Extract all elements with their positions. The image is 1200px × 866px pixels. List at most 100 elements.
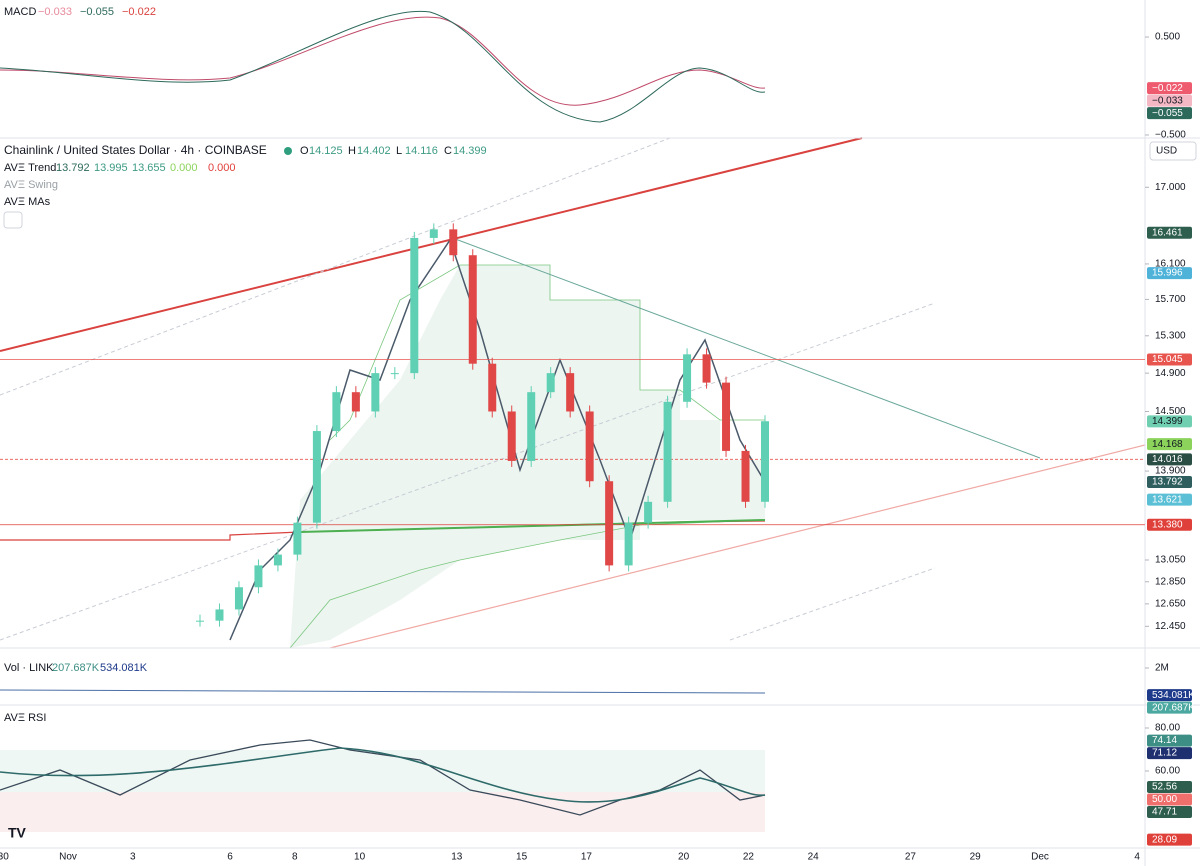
indicator-name[interactable]: AVΞ MAs <box>4 196 51 208</box>
y-tick-label: 12.650 <box>1155 599 1186 610</box>
ohlc-value: 14.116 <box>405 145 438 157</box>
y-tick-label: 13.900 <box>1155 466 1186 477</box>
price-badge <box>1147 267 1192 280</box>
y-tick-label: 14.500 <box>1155 406 1186 417</box>
badge-label: 28.09 <box>1152 834 1177 845</box>
y-tick-label: 2M <box>1155 663 1169 674</box>
badge-label: 71.12 <box>1152 748 1177 759</box>
candle <box>546 373 555 393</box>
price-badge <box>1147 833 1192 846</box>
candle <box>312 431 321 523</box>
price-badge <box>1147 476 1192 489</box>
candle <box>351 392 360 412</box>
ohlc-value: 14.399 <box>453 145 487 157</box>
badge-label: 14.016 <box>1152 454 1183 465</box>
price-badge <box>1147 415 1192 428</box>
badge-label: 13.621 <box>1152 494 1183 505</box>
badge-label: 50.00 <box>1152 794 1177 805</box>
badge-label: 14.168 <box>1152 439 1183 450</box>
ohlc-value: 14.125 <box>309 145 343 157</box>
candle <box>761 421 769 502</box>
price-badge <box>1147 107 1192 120</box>
x-tick-label: 30 <box>0 852 9 863</box>
indicator-value: 13.995 <box>94 162 128 174</box>
x-tick-label: 10 <box>354 852 366 863</box>
x-tick-label: 24 <box>808 852 820 863</box>
macd-label: MACD <box>4 6 36 18</box>
x-tick-label: 22 <box>743 852 755 863</box>
candle <box>332 392 341 432</box>
badge-label: 52.56 <box>1152 782 1177 793</box>
x-tick-label: 6 <box>227 852 233 863</box>
indicator-value: 13.655 <box>132 162 166 174</box>
badge-label: 15.996 <box>1152 268 1183 279</box>
badge-label: 74.14 <box>1152 735 1177 746</box>
price-badge <box>1147 226 1192 239</box>
badge-label: 13.792 <box>1152 477 1183 488</box>
candle <box>527 392 536 461</box>
candle <box>722 382 731 451</box>
indicator-value: 0.000 <box>208 162 236 174</box>
candle <box>605 481 614 566</box>
macd-value: −0.033 <box>38 6 72 18</box>
price-badge <box>1147 689 1192 702</box>
candle <box>488 363 497 412</box>
badge-label: 15.045 <box>1152 354 1183 365</box>
candle <box>644 501 653 523</box>
rsi-label: AVΞ RSI <box>4 712 46 724</box>
y-tick-label: 13.050 <box>1155 555 1186 566</box>
price-badge <box>1147 747 1192 760</box>
indicator-name[interactable]: AVΞ Trend <box>4 162 56 174</box>
ohlc-key: L <box>396 145 402 157</box>
price-badge <box>1147 701 1192 714</box>
badge-label: 13.380 <box>1152 519 1183 530</box>
price-badge <box>1147 781 1192 794</box>
panel-labels: MACD −0.033 −0.055 −0.022 Chainlink / Un… <box>4 6 1177 724</box>
price-badge <box>1147 94 1192 107</box>
candle <box>371 373 380 412</box>
badge-label: 14.399 <box>1152 416 1183 427</box>
price-badge <box>1147 518 1192 531</box>
indicator-value: 13.792 <box>56 162 90 174</box>
y-tick-label: 12.850 <box>1155 576 1186 587</box>
x-tick-label: 29 <box>970 852 982 863</box>
macd-value: −0.055 <box>80 6 114 18</box>
candle <box>741 450 750 502</box>
status-dot <box>284 147 292 155</box>
x-tick-label: 13 <box>451 852 463 863</box>
y-tick-label: −0.500 <box>1155 130 1186 141</box>
y-tick-label: 15.700 <box>1155 294 1186 305</box>
ohlc-key: H <box>348 145 356 157</box>
badge-label: −0.022 <box>1152 83 1183 94</box>
candle <box>429 229 438 238</box>
x-tick-label: 15 <box>516 852 528 863</box>
price-badge <box>1147 493 1192 506</box>
price-badge <box>1147 353 1192 366</box>
price-badge <box>1147 734 1192 747</box>
macd-value: −0.022 <box>122 6 156 18</box>
currency-select[interactable]: USD <box>1156 146 1177 157</box>
symbol-title[interactable]: Chainlink / United States Dollar · 4h · … <box>4 143 267 157</box>
candle <box>683 354 692 402</box>
price-badge <box>1147 453 1192 466</box>
candle <box>624 522 633 566</box>
y-tick-label: 16.100 <box>1155 259 1186 270</box>
badge-label: 534.081K <box>1152 690 1195 701</box>
ohlc-key: C <box>444 145 452 157</box>
candle <box>196 620 204 622</box>
price-badge <box>1147 806 1192 819</box>
indicator-name[interactable]: AVΞ Swing <box>4 179 58 191</box>
badge-label: −0.055 <box>1152 108 1183 119</box>
candle <box>273 554 282 566</box>
volume-value: 207.687K <box>52 662 100 674</box>
y-tick-label: 17.000 <box>1155 182 1186 193</box>
badge-label: −0.033 <box>1152 95 1183 106</box>
x-tick-label: 27 <box>905 852 917 863</box>
y-tick-label: 80.00 <box>1155 723 1180 734</box>
x-tick-label: 20 <box>678 852 690 863</box>
candle <box>293 522 302 555</box>
price-badge <box>1147 82 1192 95</box>
x-tick-label: 4 <box>1134 852 1140 863</box>
